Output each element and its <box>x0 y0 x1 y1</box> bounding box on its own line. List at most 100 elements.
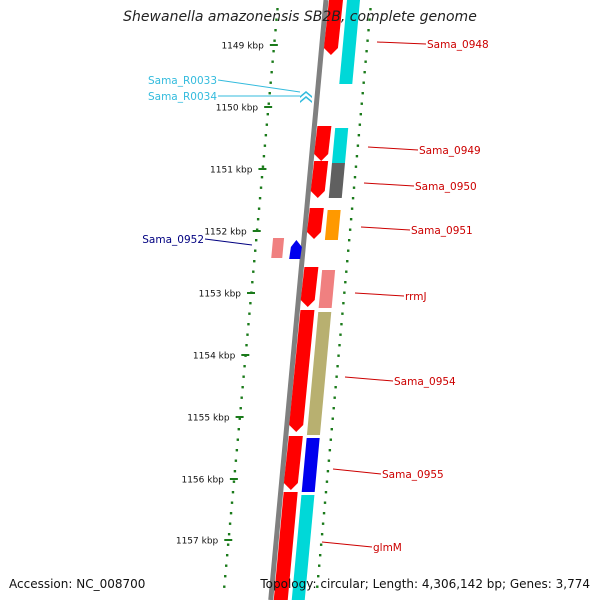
gene-sama-0950 <box>328 163 345 198</box>
label-leader-line <box>354 292 405 297</box>
scale-dot-right <box>352 186 356 189</box>
gene-label: Sama_0955 <box>382 469 444 481</box>
scale-dot <box>252 270 255 273</box>
gene-sama-0950a <box>310 161 329 198</box>
gene-sama-0947 <box>323 0 343 55</box>
scale-dot-right <box>347 249 350 252</box>
scale-dot-right <box>334 386 337 389</box>
scale-dot <box>256 218 260 221</box>
scale-dot <box>255 228 259 231</box>
scale-dot <box>274 29 277 32</box>
scale-dot <box>234 459 238 462</box>
scale-dot-right <box>342 302 345 305</box>
label-leader-line <box>321 541 373 548</box>
label-leader-line <box>217 79 301 93</box>
gene-label: Sama_R0034 <box>148 91 217 103</box>
backbone-line <box>268 0 329 600</box>
scale-dot <box>276 8 279 11</box>
scale-dot <box>269 81 272 84</box>
gene-label: Sama_0949 <box>419 145 481 157</box>
scale-dot-right <box>339 333 342 336</box>
scale-dot-right <box>331 417 334 420</box>
scale-dot <box>230 501 234 504</box>
scale-dot-right <box>316 585 319 588</box>
scale-dot-right <box>347 239 351 242</box>
label-texts: Sama_0948 Sama_R0033 Sama_R0034 Sama_0949 Sa… <box>142 39 488 554</box>
scale-dot-right <box>359 113 362 116</box>
gene-sama-0951 <box>324 210 341 240</box>
scale-dot <box>225 554 229 557</box>
gene-label: Sama_0950 <box>415 181 477 193</box>
scale-dot-right <box>369 8 372 11</box>
label-leader-line <box>332 468 382 475</box>
scale-dot <box>239 407 242 410</box>
scale-dot <box>250 291 253 294</box>
gene-label: Sama_R0033 <box>148 75 217 87</box>
gene-sama-0951a <box>306 208 324 239</box>
scale-dot <box>236 438 240 441</box>
scale-dots <box>223 8 372 588</box>
scale-tick-label: 1151 kbp <box>210 166 253 176</box>
scale-dot-right <box>322 512 326 515</box>
scale-dot <box>263 144 267 147</box>
label-lines <box>204 41 427 548</box>
scale-dot-right <box>325 480 329 483</box>
scale-dot <box>245 344 248 347</box>
scale-dot <box>260 176 264 179</box>
gene-sama-0949 <box>331 128 349 163</box>
scale-dot-right <box>350 207 354 210</box>
scale-dot <box>240 396 243 399</box>
scale-dot-right <box>328 449 332 452</box>
scale-dot <box>237 428 240 431</box>
scale-dot <box>226 543 230 546</box>
gene-sama-0954 <box>306 312 332 435</box>
scale-dot-right <box>366 39 369 42</box>
scale-dot <box>228 522 232 525</box>
scale-tick-label: 1152 kbp <box>204 228 247 238</box>
gene-label: Sama_0952 <box>142 234 204 246</box>
scale-dot <box>238 417 241 420</box>
scale-dot-right <box>319 543 323 546</box>
scale-tick-label: 1155 kbp <box>187 414 230 424</box>
scale-dot <box>242 375 245 378</box>
gene-sama-0952 <box>289 240 302 259</box>
scale-dot <box>272 50 275 53</box>
gene-label: glmM <box>373 542 402 554</box>
map-title: Shewanella amazonensis SB2B, complete ge… <box>123 9 477 25</box>
scale-dot-right <box>323 501 327 504</box>
scale-dot-right <box>361 92 364 95</box>
trna-r0034-icon <box>300 96 312 103</box>
scale-dot <box>223 585 226 588</box>
scale-dot <box>246 333 249 336</box>
scale-dot <box>262 155 266 158</box>
scale-dot-right <box>318 554 322 557</box>
scale-dot-right <box>363 71 366 74</box>
scale-dot-right <box>368 18 371 21</box>
scale-dot <box>231 491 235 494</box>
scale-tick-label: 1149 kbp <box>221 42 264 52</box>
scale-dot <box>251 281 254 284</box>
scale-dot <box>241 386 244 389</box>
scale-dot-right <box>344 281 347 284</box>
scale-dot <box>229 512 233 515</box>
scale-dot <box>258 197 262 200</box>
gene-glmm-a <box>273 492 298 600</box>
gene-sama-0949a <box>314 126 332 161</box>
scale-dot <box>225 564 228 567</box>
gene-glmm <box>291 495 315 600</box>
scale-dot-right <box>362 81 365 84</box>
gene-label: Sama_0954 <box>394 376 456 388</box>
scale-dot <box>275 18 278 21</box>
scale-dot <box>254 249 257 252</box>
scale-dot-right <box>356 144 360 147</box>
scale-dot-right <box>336 365 339 368</box>
topology-text: Topology: circular; Length: 4,306,142 bp… <box>260 577 590 591</box>
trna-r0033-icon <box>300 91 312 98</box>
scale-dot-right <box>332 407 335 410</box>
label-leader-line <box>376 41 427 45</box>
scale-dot <box>227 533 231 536</box>
scale-dot-right <box>321 522 325 525</box>
scale-tick-label: 1156 kbp <box>181 476 224 486</box>
gene-sama-0953 <box>300 267 319 307</box>
gene-sama-0955a <box>283 436 303 490</box>
